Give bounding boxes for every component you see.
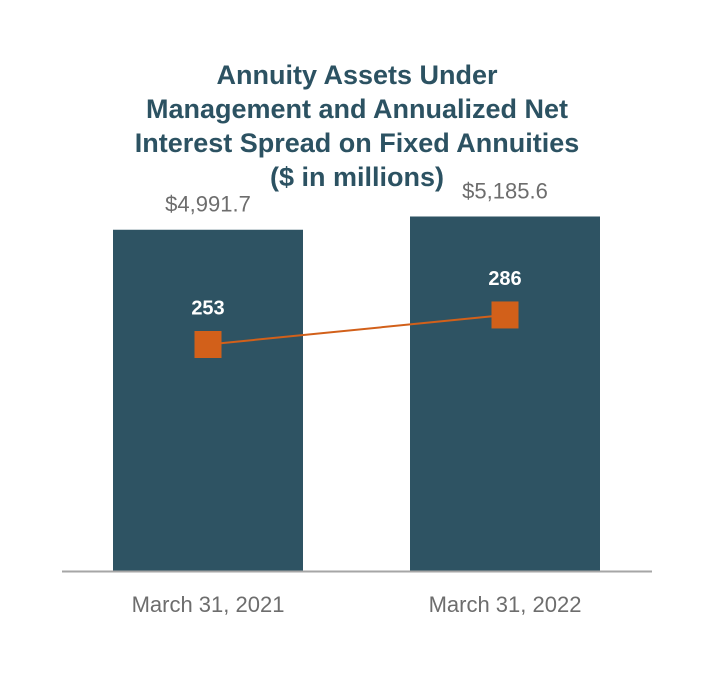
spread-line [207,313,506,346]
chart-title-line-4: ($ in millions) [269,162,444,192]
chart-title-line-1: Annuity Assets Under [216,60,498,90]
spread-marker-2 [491,301,519,329]
bar-2 [410,216,600,571]
spread-data-label-1: 253 [191,298,224,320]
bar-data-label-2: $5,185.6 [462,178,548,203]
bar-1 [113,229,303,571]
spread-data-label-2: 286 [488,268,521,290]
chart-title: Annuity Assets Under Management and Annu… [57,58,657,194]
chart-title-line-3: Interest Spread on Fixed Annuities [134,128,580,158]
x-tick-label-2: March 31, 2022 [429,592,582,617]
chart-title-line-2: Management and Annualized Net [145,94,569,124]
bar-data-label-1: $4,991.7 [165,192,251,217]
x-tick-label-1: March 31, 2021 [132,592,285,617]
spread-marker-1 [194,331,222,359]
